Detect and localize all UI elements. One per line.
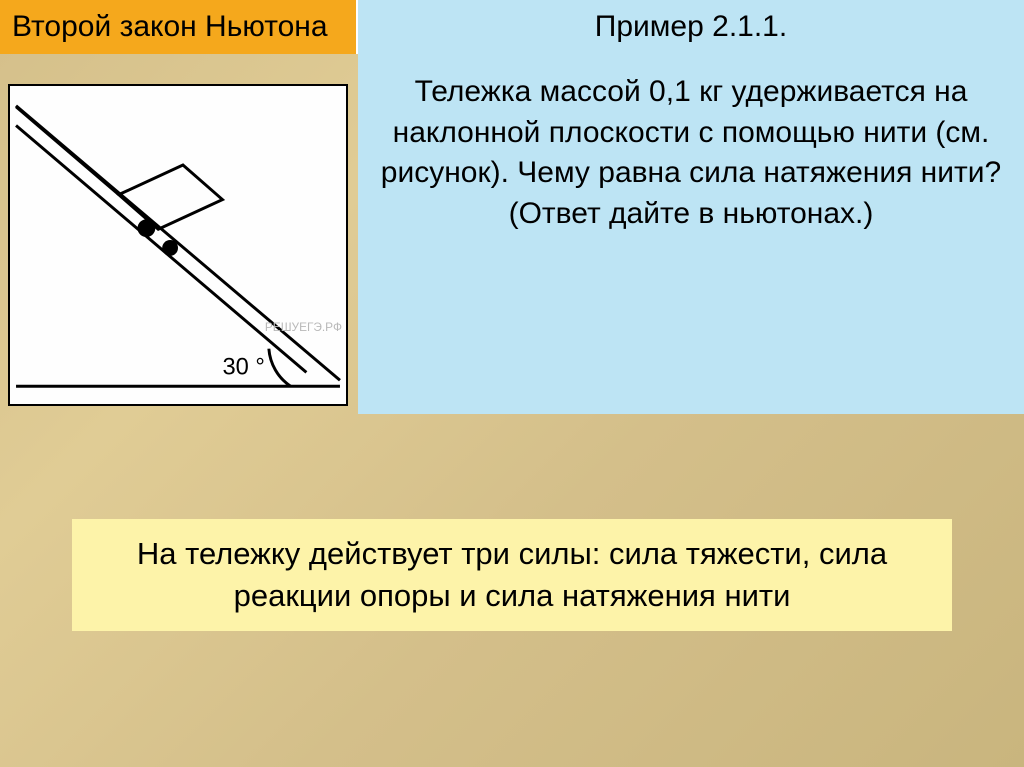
- problem-text: Тележка массой 0,1 кг удерживается на на…: [358, 54, 1024, 414]
- cart-wheel-2: [162, 240, 178, 256]
- inclined-plane-diagram: 30 ° РЕШУЕГЭ.РФ: [10, 86, 346, 404]
- cart-body: [119, 165, 223, 229]
- header-title-left: Второй закон Ньютона: [0, 0, 358, 54]
- header-row: Второй закон Ньютона Пример 2.1.1.: [0, 0, 1024, 54]
- diagram-box: 30 ° РЕШУЕГЭ.РФ: [8, 84, 348, 406]
- watermark-text: РЕШУЕГЭ.РФ: [265, 320, 342, 334]
- diagram-area: 30 ° РЕШУЕГЭ.РФ: [0, 54, 358, 414]
- answer-text: На тележку действует три силы: сила тяже…: [72, 519, 952, 631]
- cart-wheel-1: [138, 219, 156, 237]
- header-title-right: Пример 2.1.1.: [358, 0, 1024, 54]
- incline-bottom-line: [16, 126, 306, 373]
- content-row: 30 ° РЕШУЕГЭ.РФ Тележка массой 0,1 кг уд…: [0, 54, 1024, 414]
- thread-line: [16, 107, 119, 195]
- angle-label: 30 °: [222, 354, 264, 380]
